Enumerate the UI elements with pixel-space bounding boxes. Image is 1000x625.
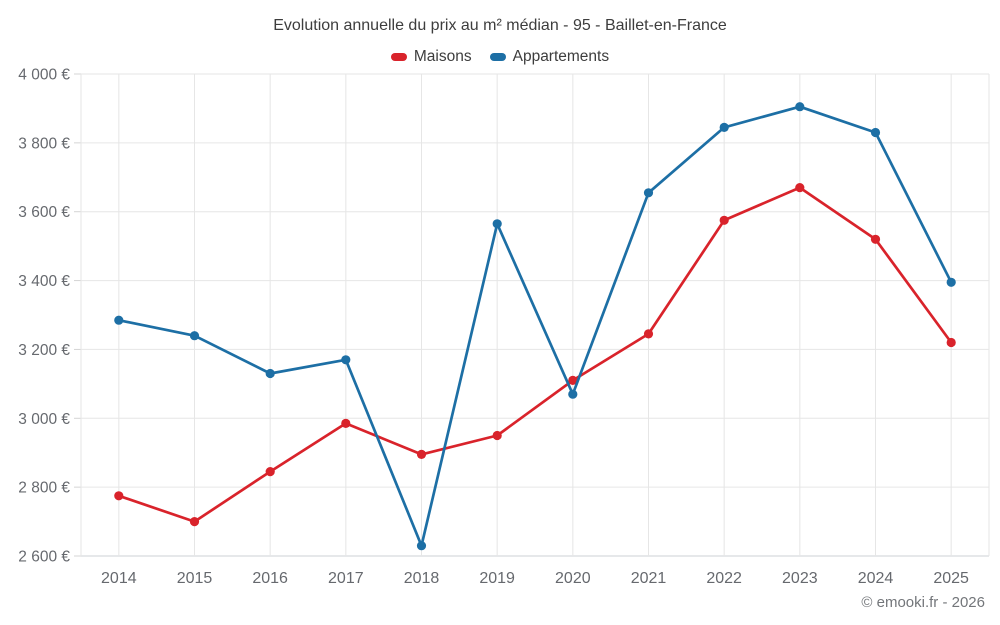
x-axis-label: 2014 xyxy=(101,570,137,587)
y-axis-label: 2 800 € xyxy=(18,480,70,497)
point-appartements-2015[interactable] xyxy=(189,331,200,341)
legend-item-maisons[interactable]: Maisons xyxy=(390,48,472,66)
point-maisons-2020[interactable] xyxy=(568,375,578,385)
appartements-series-swatch-icon xyxy=(489,53,506,61)
point-maisons-2015[interactable] xyxy=(189,517,200,527)
y-axis-label: 3 200 € xyxy=(18,342,70,359)
point-maisons-2018[interactable] xyxy=(416,449,427,459)
point-appartements-2019[interactable] xyxy=(492,219,502,229)
point-appartements-2020[interactable] xyxy=(568,389,578,399)
x-axis-label: 2020 xyxy=(555,570,591,587)
point-maisons-2025[interactable] xyxy=(946,337,956,348)
series-line-maisons xyxy=(117,186,953,523)
point-appartements-2014[interactable] xyxy=(114,315,124,325)
y-axis-label: 4 000 € xyxy=(18,67,70,84)
x-axis-label: 2017 xyxy=(328,570,364,587)
x-axis-label: 2021 xyxy=(631,570,667,587)
series-line-appartements xyxy=(117,105,953,548)
point-appartements-2022[interactable] xyxy=(719,122,729,132)
legend-label-appartements: Appartements xyxy=(512,48,610,65)
point-maisons-2021[interactable] xyxy=(643,329,654,339)
point-appartements-2024[interactable] xyxy=(870,127,881,138)
point-appartements-2023[interactable] xyxy=(795,102,805,112)
point-appartements-2016[interactable] xyxy=(265,368,275,379)
legend: Maisons Appartements xyxy=(0,46,1000,68)
copyright: © emooki.fr - 2026 xyxy=(861,594,985,611)
y-axis-label: 3 000 € xyxy=(18,411,70,428)
point-maisons-2014[interactable] xyxy=(114,491,124,501)
point-appartements-2025[interactable] xyxy=(946,277,956,287)
y-axis-label: 2 600 € xyxy=(18,549,70,566)
x-axis-label: 2023 xyxy=(782,570,818,587)
legend-label-maisons: Maisons xyxy=(413,48,472,65)
chart-title: Evolution annuelle du prix au m² médian … xyxy=(273,17,727,34)
point-maisons-2024[interactable] xyxy=(870,234,881,244)
y-axis-label: 3 600 € xyxy=(18,204,70,221)
point-appartements-2017[interactable] xyxy=(341,355,351,365)
x-axis-label: 2015 xyxy=(177,570,213,587)
point-maisons-2016[interactable] xyxy=(265,467,275,477)
point-appartements-2018[interactable] xyxy=(416,541,427,551)
x-axis-label: 2022 xyxy=(706,570,742,587)
legend-item-appartements[interactable]: Appartements xyxy=(489,48,610,66)
point-maisons-2017[interactable] xyxy=(341,418,351,428)
y-axis-label: 3 400 € xyxy=(18,273,70,290)
x-axis-label: 2025 xyxy=(933,570,969,587)
x-axis-label: 2019 xyxy=(479,570,515,587)
x-axis-label: 2018 xyxy=(404,570,440,587)
point-maisons-2019[interactable] xyxy=(492,430,502,441)
point-maisons-2022[interactable] xyxy=(719,215,729,225)
point-appartements-2021[interactable] xyxy=(643,188,654,198)
y-axis-label: 3 800 € xyxy=(18,135,70,152)
maisons-series-swatch-icon xyxy=(390,53,407,61)
x-axis-label: 2024 xyxy=(858,570,894,587)
x-axis-label: 2016 xyxy=(252,570,288,587)
point-maisons-2023[interactable] xyxy=(795,183,805,193)
